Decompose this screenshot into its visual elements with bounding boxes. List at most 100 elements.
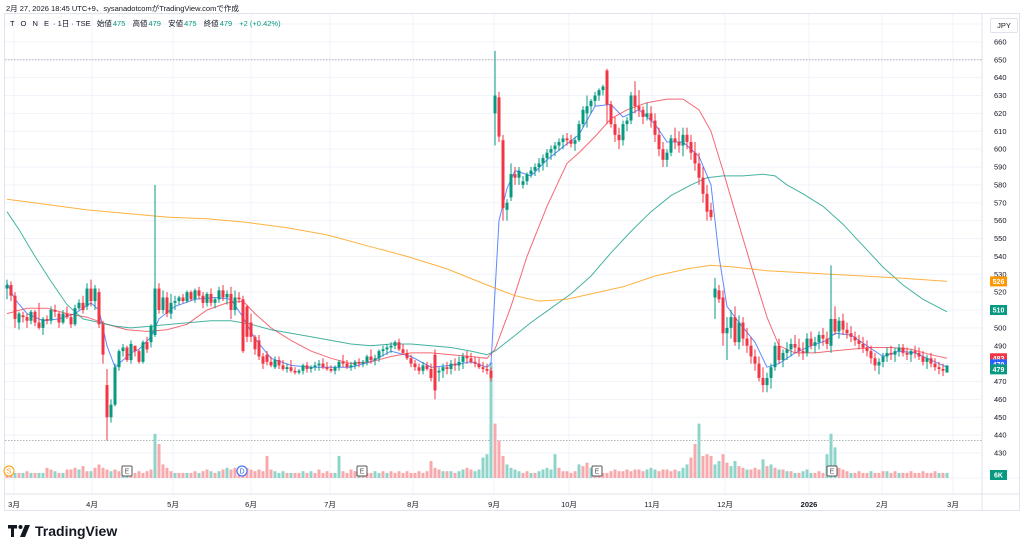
volume-bar	[705, 454, 709, 478]
candle-body	[573, 140, 577, 144]
volume-bar	[877, 472, 881, 478]
volume-bar	[117, 471, 121, 478]
candle-body	[397, 342, 401, 350]
volume-bar	[601, 472, 605, 478]
candle-body	[849, 333, 853, 337]
price-axis[interactable]: 6706606506406306206106005905805705605505…	[994, 20, 1007, 458]
candle-body	[29, 311, 33, 321]
candle-body	[157, 288, 161, 310]
volume-bar	[821, 472, 825, 478]
candle-body	[777, 345, 781, 361]
price-tick: 520	[994, 288, 1007, 297]
price-tick: 530	[994, 270, 1007, 279]
dividend-marker[interactable]	[236, 465, 248, 477]
candle-body	[781, 352, 785, 361]
volume-bar	[645, 469, 649, 478]
volume-bar	[621, 471, 625, 478]
candle-body	[181, 297, 185, 302]
volume-bar	[573, 471, 577, 478]
volume-bar	[717, 461, 721, 478]
volume-bar	[805, 469, 809, 478]
candle-body	[369, 356, 373, 361]
tradingview-logo[interactable]: TradingView	[8, 523, 117, 539]
earnings-marker[interactable]	[826, 465, 838, 477]
volume-bar	[541, 469, 545, 478]
candle-body	[361, 361, 365, 364]
candle-body	[421, 365, 425, 371]
volume-bar	[409, 472, 413, 478]
candle-body	[877, 361, 881, 366]
candle-body	[893, 351, 897, 355]
symbol-name[interactable]: T O N E	[10, 19, 51, 28]
candle-body	[841, 320, 845, 330]
ma-line	[6, 198, 948, 302]
candle-body	[749, 345, 753, 357]
price-tick: 440	[994, 431, 1007, 440]
volume-bar	[889, 472, 893, 478]
split-marker[interactable]	[3, 465, 15, 477]
volume-bar	[205, 469, 209, 478]
candle-body	[5, 284, 9, 289]
volume-bar	[497, 440, 501, 478]
volume-bar	[537, 471, 541, 478]
volume-bar	[669, 471, 673, 478]
tradingview-logo-icon	[8, 525, 30, 537]
earnings-marker[interactable]	[121, 465, 133, 477]
volume-bar	[829, 433, 833, 478]
candle-body	[333, 367, 337, 371]
volume-bar	[937, 472, 941, 478]
candle-body	[373, 358, 377, 361]
candle-body	[609, 104, 613, 125]
volume-bar	[689, 457, 693, 478]
volume-bar	[525, 471, 529, 478]
interval[interactable]: 1日	[57, 19, 70, 28]
month-tick: 7月	[324, 500, 336, 509]
candle-body	[789, 343, 793, 350]
volume-bar	[289, 472, 293, 478]
volume-bar	[169, 471, 173, 478]
volume-bar	[769, 464, 773, 478]
volume-bar	[933, 471, 937, 478]
candle-body	[93, 288, 97, 302]
candle-body	[429, 368, 433, 378]
volume-bar	[325, 471, 329, 478]
volume-bar	[529, 472, 533, 478]
volume-bar	[153, 433, 157, 478]
volume-bar	[921, 471, 925, 478]
event-marker-label: E	[125, 469, 130, 476]
earnings-marker[interactable]	[591, 465, 603, 477]
volume-bar	[373, 471, 377, 478]
volume-bar	[233, 467, 237, 478]
month-tick: 11月	[644, 500, 659, 509]
candle-body	[61, 313, 65, 323]
candle-body	[873, 358, 877, 366]
candle-body	[729, 317, 733, 328]
candle-body	[41, 318, 45, 328]
candle-body	[917, 352, 921, 357]
volume-bar	[729, 466, 733, 478]
candle-body	[293, 370, 297, 373]
candle-body	[629, 95, 633, 121]
candle-body	[53, 310, 57, 312]
volume-bar	[673, 469, 677, 478]
price-tick: 600	[994, 145, 1007, 154]
time-axis[interactable]: 3月 4月 5月 6月 7月 8月 9月 10月 11月 12月 2026 2月 3月	[8, 500, 959, 509]
exchange: TSE	[76, 19, 91, 28]
volume-bar	[157, 444, 161, 478]
candle-body	[533, 167, 537, 171]
candle-body	[765, 377, 769, 386]
earnings-marker[interactable]	[356, 465, 368, 477]
volume-bar	[697, 423, 701, 478]
candle-body	[825, 338, 829, 344]
currency-button[interactable]: JPY	[990, 18, 1018, 33]
volume-bar	[305, 472, 309, 478]
volume-bar	[73, 467, 77, 478]
candle-body	[65, 313, 69, 318]
candle-body	[89, 288, 93, 302]
candle-body	[909, 351, 913, 355]
volume-bar	[909, 471, 913, 478]
volume-bar	[561, 471, 565, 478]
price-tick: 590	[994, 163, 1007, 172]
candle-body	[73, 308, 77, 325]
